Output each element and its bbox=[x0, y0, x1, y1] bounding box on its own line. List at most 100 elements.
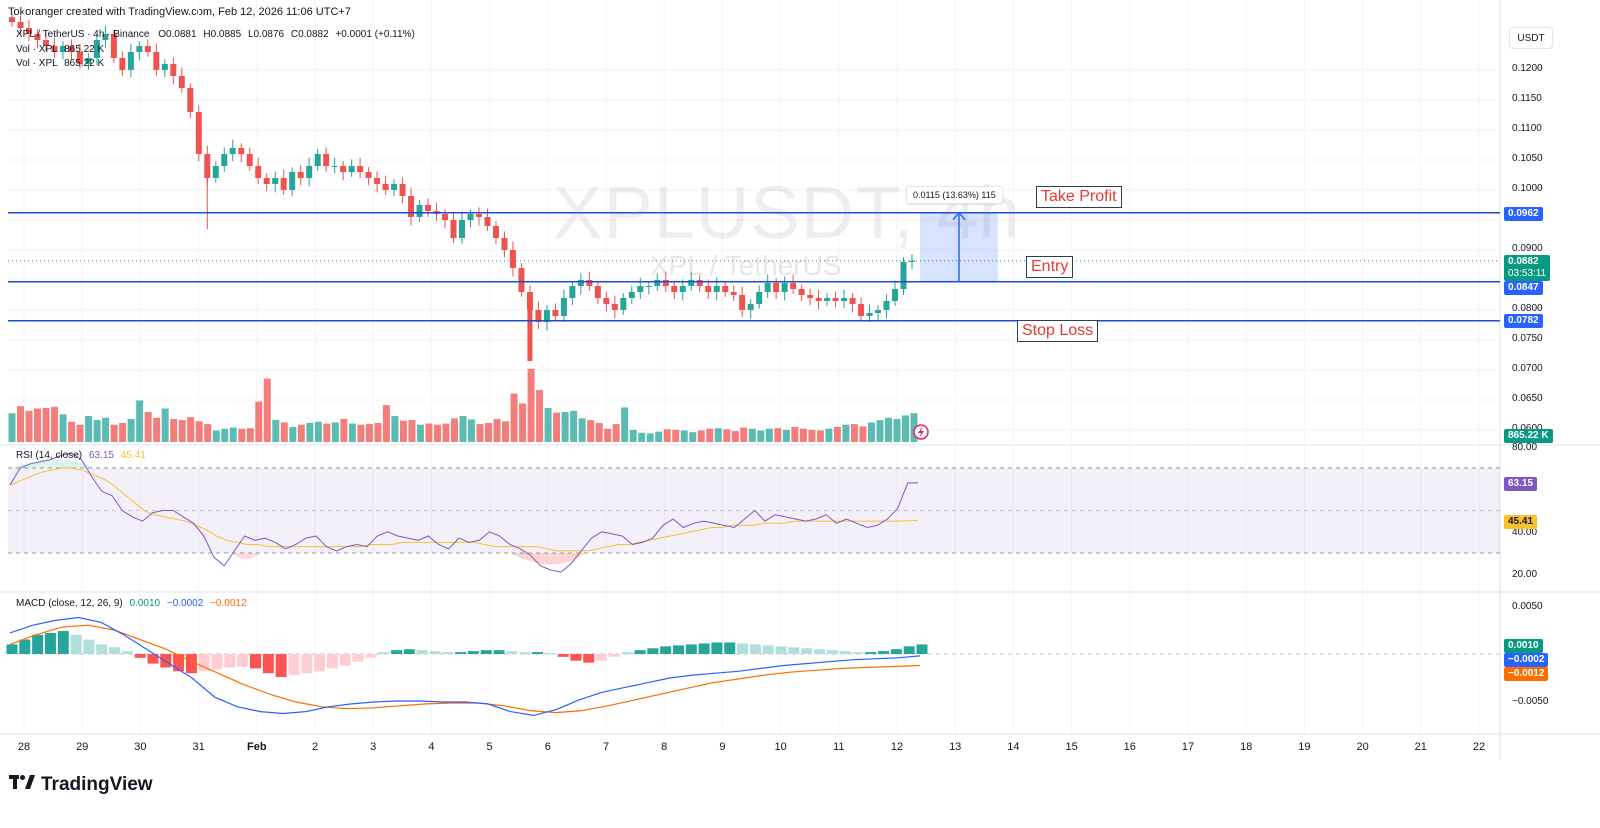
macd-signal-tag: −0.0012 bbox=[1504, 667, 1549, 681]
rsi-axis-40: 40.00 bbox=[1512, 527, 1538, 538]
time-axis-label: 29 bbox=[76, 741, 89, 753]
macd-histogram-bar bbox=[288, 654, 300, 676]
candle-body bbox=[467, 214, 474, 220]
rsi-title[interactable]: RSI (14, close) bbox=[16, 450, 83, 461]
candle-body bbox=[900, 262, 907, 289]
volume-bar bbox=[731, 431, 739, 442]
time-axis-label: 6 bbox=[544, 741, 551, 753]
macd-histogram-bar bbox=[724, 642, 736, 654]
volume-bar bbox=[527, 368, 535, 442]
macd-histogram-bar bbox=[839, 651, 851, 654]
macd-histogram-bar bbox=[339, 654, 351, 666]
volume-bar bbox=[306, 422, 314, 442]
candle-body bbox=[756, 292, 763, 304]
macd-histogram-bar bbox=[557, 654, 569, 657]
volume-bar bbox=[791, 427, 799, 442]
macd-histogram-bar bbox=[865, 652, 877, 654]
take-profit-label[interactable]: Take Profit bbox=[1036, 186, 1122, 208]
candle-body bbox=[798, 289, 805, 295]
volume-bar bbox=[93, 420, 101, 442]
time-axis-label: 8 bbox=[661, 741, 668, 753]
macd-histogram-bar bbox=[737, 643, 749, 654]
volume-bar bbox=[544, 407, 552, 442]
price-axis-label: 0.0700 bbox=[1512, 363, 1543, 374]
candle-body bbox=[187, 88, 194, 112]
time-axis-label: 11 bbox=[833, 741, 845, 753]
symbol-watermark: XPLUSDT, 4h bbox=[553, 171, 1021, 254]
candle-body bbox=[535, 310, 542, 322]
candle-body bbox=[399, 184, 406, 196]
macd-histogram-bar bbox=[147, 654, 159, 664]
candle-body bbox=[909, 260, 915, 262]
time-axis-label: 9 bbox=[719, 741, 726, 753]
macd-histogram-bar bbox=[314, 654, 326, 672]
price-axis-label: 0.1100 bbox=[1512, 123, 1542, 134]
volume-bar bbox=[323, 423, 331, 442]
price-range-measure[interactable]: 0.0115 (13.63%) 115 bbox=[906, 186, 1003, 204]
macd-title[interactable]: MACD (close, 12, 26, 9) bbox=[16, 598, 123, 609]
candle-body bbox=[832, 298, 839, 301]
candle-body bbox=[306, 166, 313, 178]
candle-body bbox=[679, 286, 686, 292]
candle-body bbox=[289, 172, 296, 190]
time-axis-label: 14 bbox=[1007, 741, 1020, 753]
measure-arrowhead bbox=[952, 211, 966, 221]
macd-histogram-bar bbox=[903, 646, 915, 654]
volume-bar bbox=[263, 378, 271, 442]
time-axis-label: 18 bbox=[1240, 741, 1253, 753]
volume-bar bbox=[621, 407, 629, 442]
volume-bar bbox=[816, 430, 824, 442]
macd-histogram-bar bbox=[224, 654, 236, 668]
time-axis-label: 13 bbox=[949, 741, 962, 753]
candle-body bbox=[238, 148, 245, 154]
tradingview-brand: TradingView bbox=[41, 774, 153, 795]
rsi-ma-value: 45.41 bbox=[120, 450, 146, 461]
time-axis-label: 15 bbox=[1065, 741, 1078, 753]
candle-body bbox=[747, 304, 754, 310]
candle-body bbox=[543, 310, 550, 322]
entry-label[interactable]: Entry bbox=[1026, 256, 1074, 278]
candle-body bbox=[178, 76, 185, 88]
symbol-legend[interactable]: XPL / TetherUS · 4h · Binance bbox=[16, 29, 150, 40]
stop-loss-label[interactable]: Stop Loss bbox=[1017, 320, 1099, 342]
macd-histogram-bar bbox=[237, 654, 249, 667]
rsi-legend: RSI (14, close) 63.15 45.41 bbox=[16, 450, 146, 461]
macd-histogram-bar bbox=[185, 654, 197, 674]
macd-hist-value: 0.0010 bbox=[129, 598, 161, 609]
candle-body bbox=[408, 196, 415, 217]
volume-bar bbox=[42, 407, 50, 442]
macd-histogram-bar bbox=[852, 652, 864, 654]
volume-bar bbox=[493, 418, 501, 442]
volume-legend-label[interactable]: Vol · XPL bbox=[16, 44, 58, 55]
volume-bar bbox=[195, 421, 203, 442]
price-axis-label: 0.1200 bbox=[1512, 63, 1543, 74]
volume-bar bbox=[425, 423, 433, 442]
volume-bar bbox=[553, 412, 561, 442]
candle-body bbox=[229, 148, 236, 154]
time-axis-label: 12 bbox=[890, 741, 904, 753]
volume-bar bbox=[468, 419, 476, 442]
volume-legend-label[interactable]: Vol · XPL bbox=[16, 58, 58, 69]
tradingview-logo[interactable]: TradingView bbox=[9, 774, 153, 796]
candle-body bbox=[815, 298, 822, 301]
currency-button[interactable]: USDT bbox=[1509, 27, 1553, 49]
volume-bar bbox=[901, 415, 909, 442]
volume-bar bbox=[450, 418, 458, 442]
macd-histogram-bar bbox=[121, 651, 133, 654]
volume-bar bbox=[663, 429, 671, 442]
volume-bar bbox=[374, 422, 382, 442]
volume-bar bbox=[714, 428, 722, 442]
volume-bar bbox=[672, 429, 680, 442]
macd-signal-value: −0.0012 bbox=[210, 598, 247, 609]
volume-bar bbox=[833, 427, 841, 442]
macd-value: −0.0002 bbox=[166, 598, 204, 609]
change-value: +0.0001 (+0.11%) bbox=[335, 29, 415, 40]
volume-legend-1: Vol · XPL 865.22 K bbox=[16, 44, 104, 55]
macd-histogram-bar bbox=[519, 652, 531, 654]
rsi-tag: 63.15 bbox=[1504, 477, 1538, 491]
macd-line bbox=[9, 616, 921, 717]
volume-bar bbox=[408, 420, 416, 442]
candle-body bbox=[892, 289, 899, 301]
volume-bar bbox=[765, 428, 773, 442]
